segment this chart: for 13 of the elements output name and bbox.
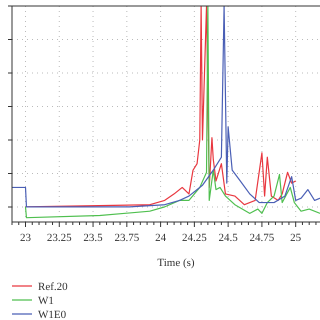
- x-axis-title: Time (s): [157, 257, 195, 269]
- x-tick-label: 23: [20, 232, 32, 244]
- x-tick-label: 24.75: [250, 232, 275, 244]
- x-tick-label: 24.5: [218, 232, 238, 244]
- legend-label: Ref.20: [38, 281, 68, 293]
- x-tick-label: 23.25: [46, 232, 72, 244]
- x-tick-label: 24.25: [182, 232, 208, 244]
- x-tick-label: 23.5: [83, 232, 104, 244]
- x-tick-label: 24: [155, 232, 167, 244]
- legend-label: W1: [38, 295, 54, 307]
- x-tick-label: 23.75: [114, 232, 140, 244]
- x-tick-label: 25: [290, 232, 302, 244]
- legend-label: W1E0: [38, 309, 67, 320]
